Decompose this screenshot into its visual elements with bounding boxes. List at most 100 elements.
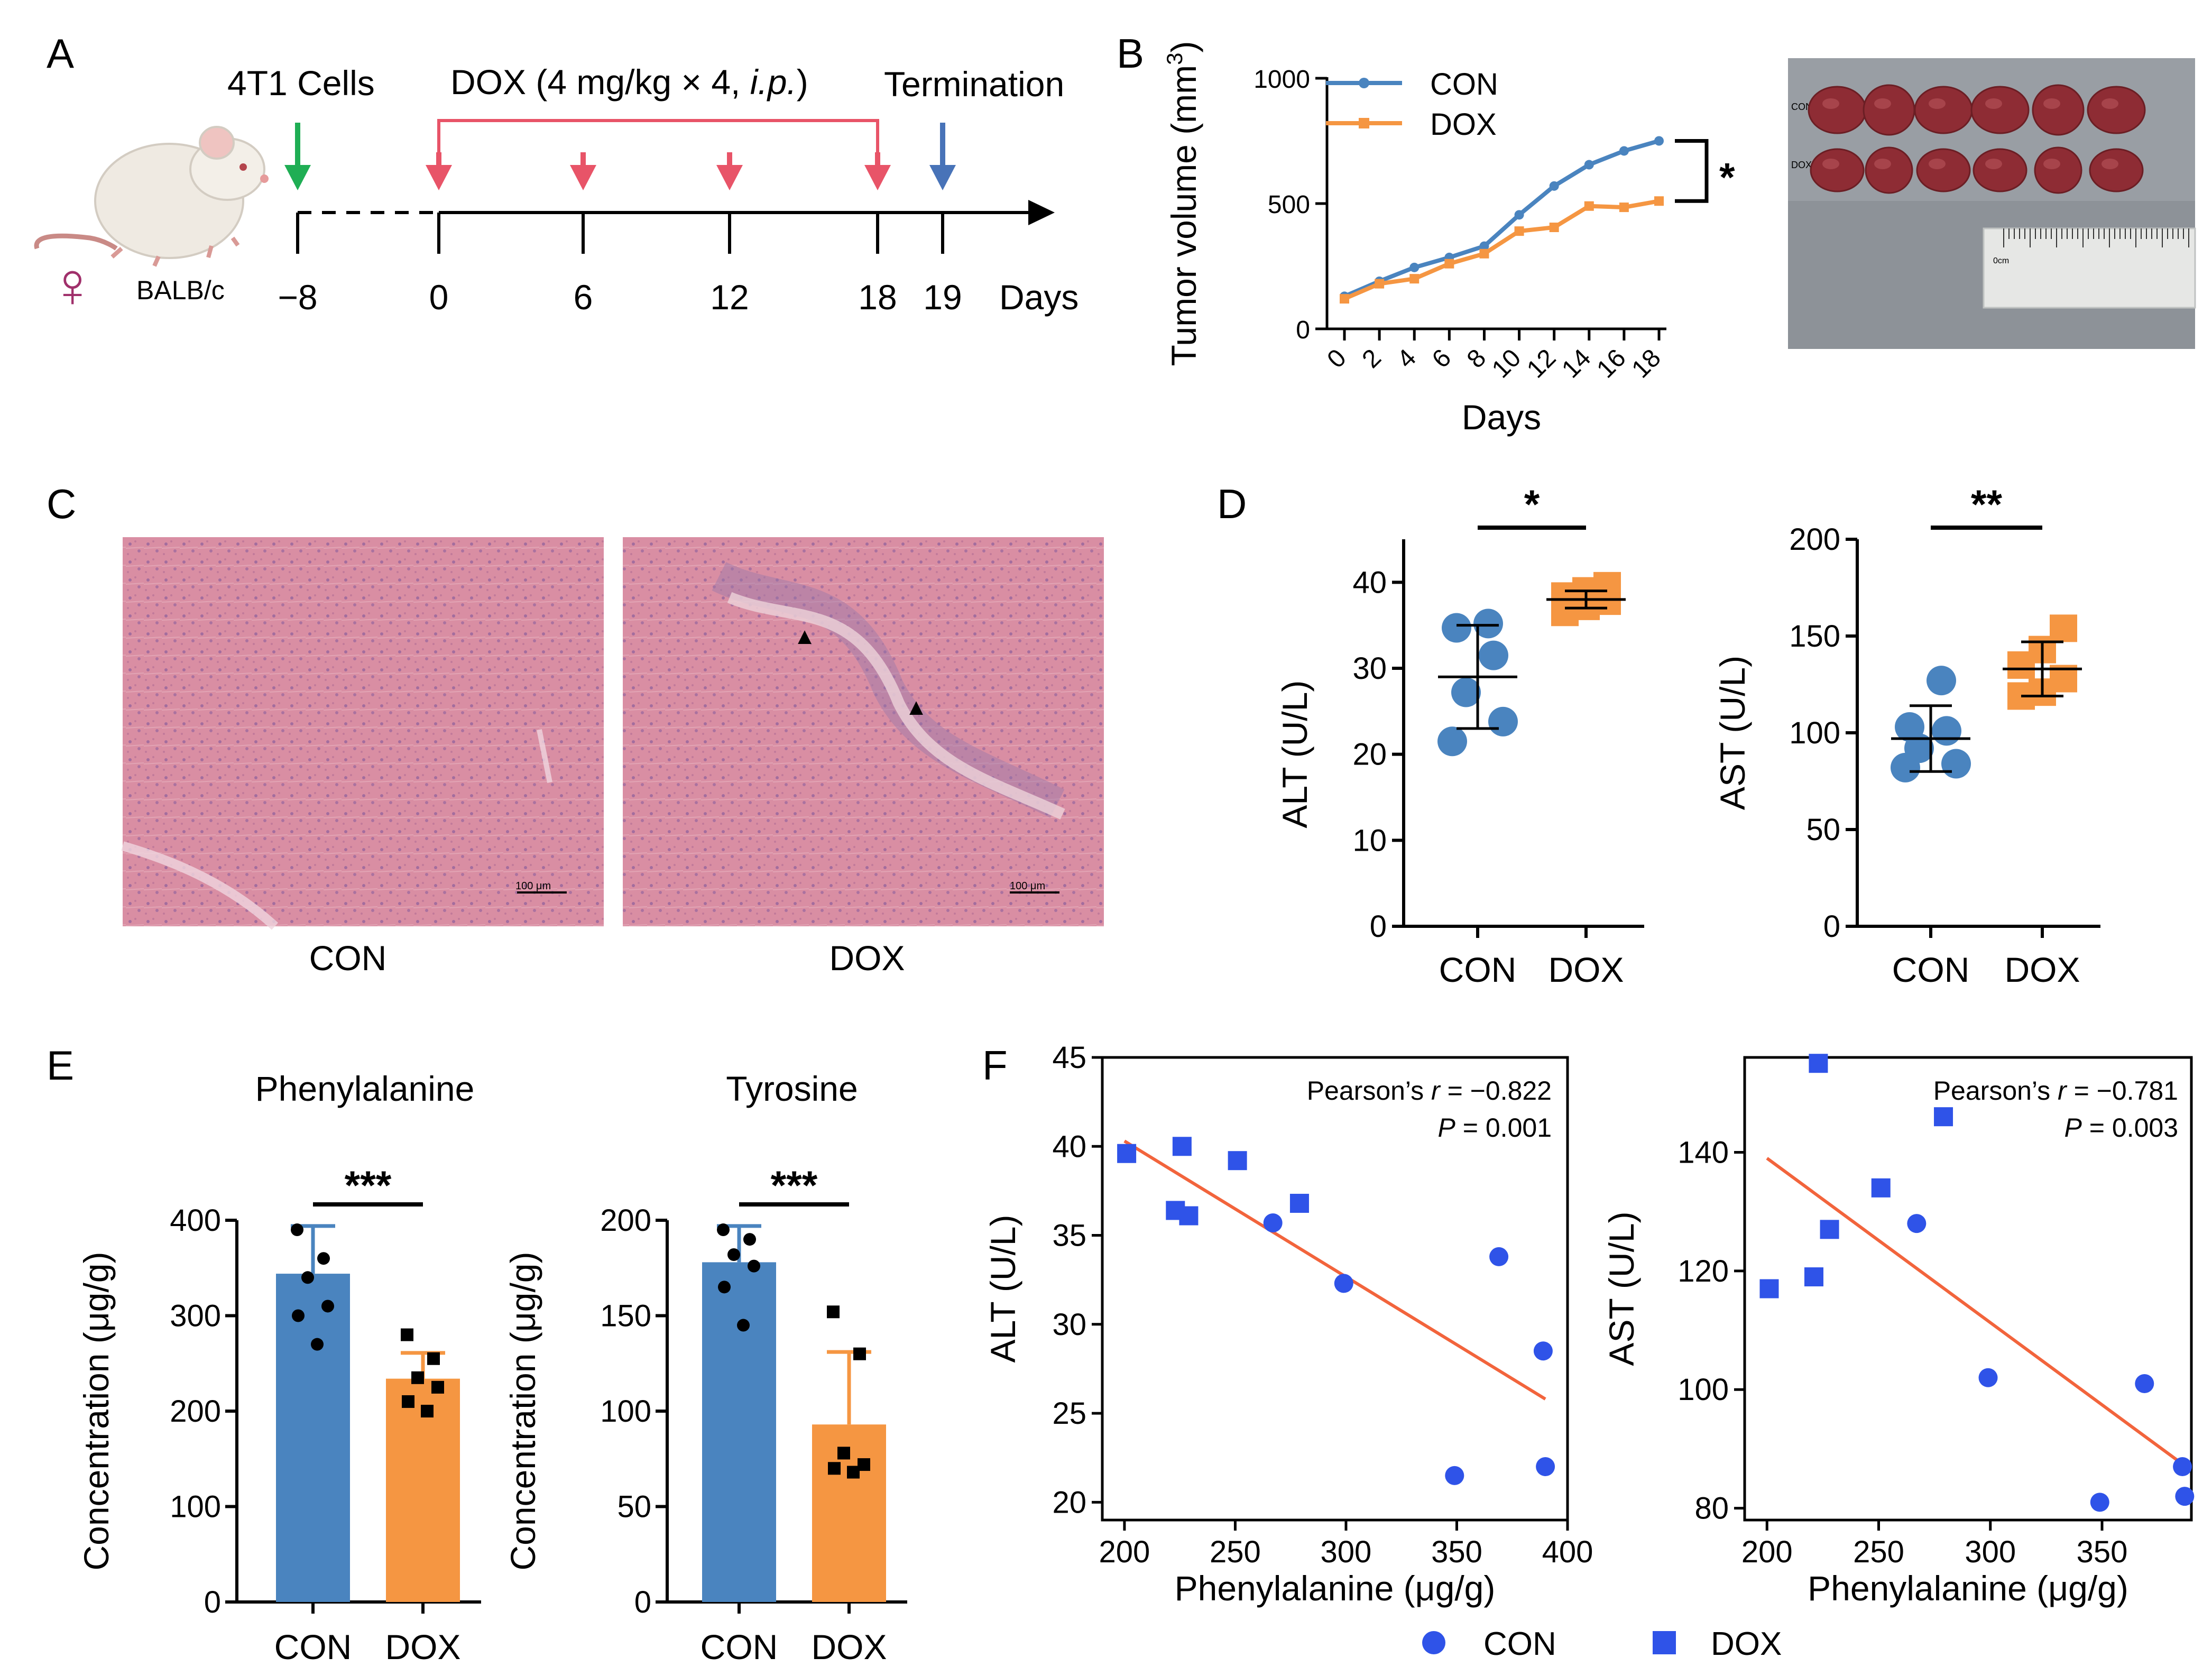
f-pearson-r-label: Pearson’s r = −0.781 [1933,1076,2178,1106]
e-data-point [847,1466,860,1479]
d-y-tick-label: 0 [1370,909,1387,944]
f-x-tick-label: 400 [1542,1535,1593,1569]
e-data-point [411,1371,424,1384]
panel-f-legend: CON DOX [1422,1626,1782,1662]
b-x-tick-label: 10 [1487,344,1526,383]
f-data-point-con [2135,1374,2154,1393]
b-data-point [1619,202,1629,213]
ruler-ticks [2003,228,2189,247]
panel-e: E Phenylalanine 0 100 200 300 400 Concentratio… [47,1042,907,1666]
b-x-tick-label: 18 [1627,344,1666,383]
f-x-tick-label: 250 [1853,1535,1904,1569]
b-series-line-dox [1343,199,1660,301]
f-x-tick-label: 300 [1321,1535,1372,1569]
tumor-sample [1865,146,1913,194]
mouse-ear [199,126,235,160]
f-p-value-label: P = 0.003 [2064,1113,2178,1143]
histology-dox-label: DOX [829,938,905,978]
timeline-tick-label: 18 [858,278,897,317]
d-data-point [1451,677,1481,707]
mouse-feet [110,236,240,267]
mouse-eye [239,163,247,171]
mouse-tail [34,233,118,251]
f-x-tick-label: 350 [2077,1535,2128,1569]
panel-f: F 200 250 300 350 400 20 25 30 35 40 45 Phenylalani… [982,1040,2195,1662]
termination-arrow-icon [929,123,956,190]
f-x-tick-label: 200 [1099,1535,1150,1569]
f-regression-line [1123,1139,1546,1401]
d-data-point [1895,712,1924,742]
e-x-tick-label: DOX [811,1627,887,1666]
f-y-tick-label: 20 [1052,1485,1086,1520]
tumor-sample [1863,84,1915,136]
dox-bracket [437,119,879,153]
histology-con-vessel [121,841,279,930]
lesion-marker-icon: ▲ [793,623,816,649]
e-y-axis-label: Concentration (μg/g) [503,1252,542,1571]
timeline-tick-label: 19 [923,278,962,317]
panel-letter-f: F [982,1042,1008,1089]
b-data-point [1654,136,1664,146]
tumor-sample [1973,148,2027,192]
e-data-point [717,1223,730,1237]
b-data-point [1584,160,1594,170]
e-x-tick-label: DOX [385,1627,460,1666]
f-data-point-con [1536,1457,1555,1477]
b-data-point [1514,226,1524,236]
f-data-point-con [1978,1368,1998,1387]
f-data-point-con [1533,1341,1553,1361]
d-x-tick-label: DOX [2004,950,2080,989]
tumor-highlight [1874,159,1891,169]
e-y-tick-label: 200 [170,1394,221,1429]
ruler-label: 0cm [1993,256,2009,265]
b-data-point [1409,274,1420,284]
b-legend-label: DOX [1430,107,1497,142]
e-data-point [291,1223,303,1237]
e-x-tick-label: CON [701,1627,778,1666]
tumor-sample [1916,148,1971,192]
e-significance-label: *** [345,1163,392,1208]
timeline-ticks: −8 0 6 12 18 19 [278,213,962,317]
timeline-tick-label: −8 [278,278,317,317]
b-data-point [1619,146,1629,156]
f-x-axis-label: Phenylalanine (μg/g) [1808,1569,2128,1608]
f-data-point-dox [1804,1267,1823,1287]
dox-arrow-icon [716,152,743,190]
b-series-line-con [1343,139,1660,299]
e-data-point [402,1395,414,1408]
f-data-point-dox [1172,1137,1192,1156]
f-x-tick-label: 200 [1741,1535,1793,1569]
e-data-point [837,1447,850,1460]
f-regression-line [1766,1157,2179,1462]
e-significance-label: *** [771,1163,818,1208]
tumor-highlight [2043,98,2060,109]
d-y-tick-label: 40 [1352,565,1387,600]
ast-dot-plot: 0 50 100 150 200 CON DOX AST (U/L) ** [1713,482,2100,989]
panel-a: A ♀ BALB/c 4T1 Cells DOX (4 mg/kg × 4, i… [34,30,1079,320]
f-plot-frame [1743,1056,2193,1522]
e-y-tick-label: 100 [600,1394,651,1429]
b-legend-label: CON [1430,67,1498,102]
e-data-point [727,1248,740,1261]
dox-arrow-icon [864,152,891,190]
f-data-point-dox [1289,1193,1309,1213]
f-data-point-con [2175,1487,2195,1506]
tumor-sample [2032,84,2085,136]
b-data-point [1549,223,1559,233]
b-data-point [1514,210,1524,220]
scalebar-dox-label: 100 μm [1010,880,1045,892]
b-data-point [1584,201,1594,211]
b-data-point [1340,294,1349,304]
e-data-point [827,1305,840,1319]
b-y-tick-label: 1000 [1254,66,1310,94]
b-significance-bracket [1675,139,1709,203]
d-data-point [1927,666,1956,696]
b-x-tick-label: 14 [1556,344,1596,383]
d-data-point [1442,613,1471,643]
tumor-sample [1808,86,1867,134]
d-y-axis-label: ALT (U/L) [1275,680,1314,828]
d-significance-label: * [1524,482,1540,527]
f-pearson-r-label: Pearson’s r = −0.822 [1307,1076,1552,1106]
phenylalanine-bar-chart: Phenylalanine 0 100 200 300 400 Concentration … [77,1069,481,1666]
f-x-tick-label: 250 [1210,1535,1261,1569]
